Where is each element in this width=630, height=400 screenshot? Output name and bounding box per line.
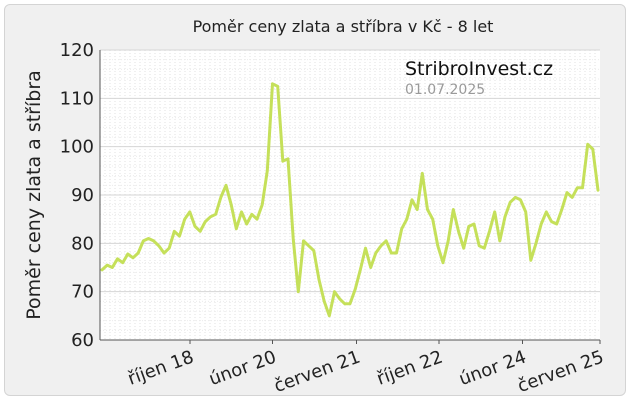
y-axis-label: Poměr ceny zlata a stříbra <box>23 70 45 320</box>
y-tick-labels: 60 70 80 90 100 110 120 <box>60 40 94 351</box>
x-tick-label: červen 21 <box>271 346 363 397</box>
y-tick-label: 80 <box>71 233 94 254</box>
x-tick-label: říjen 22 <box>374 346 446 389</box>
y-tick-label: 120 <box>60 40 94 61</box>
y-tick-label: 100 <box>60 137 94 158</box>
grid <box>100 49 600 341</box>
watermark-text: StribroInvest.cz <box>405 58 553 80</box>
x-tick-label: červen 25 <box>515 346 607 397</box>
date-label: 01.07.2025 <box>405 82 485 98</box>
x-tick-label: říjen 18 <box>125 346 197 389</box>
y-tick-label: 70 <box>71 282 94 303</box>
x-tick-label: únor 20 <box>206 346 279 390</box>
y-tick-label: 110 <box>60 88 94 109</box>
y-tick-label: 60 <box>71 330 94 351</box>
chart-title: Poměr ceny zlata a stříbra v Kč - 8 let <box>193 17 494 36</box>
y-tick-label: 90 <box>71 185 94 206</box>
series-line-gold-silver-ratio <box>100 82 600 318</box>
